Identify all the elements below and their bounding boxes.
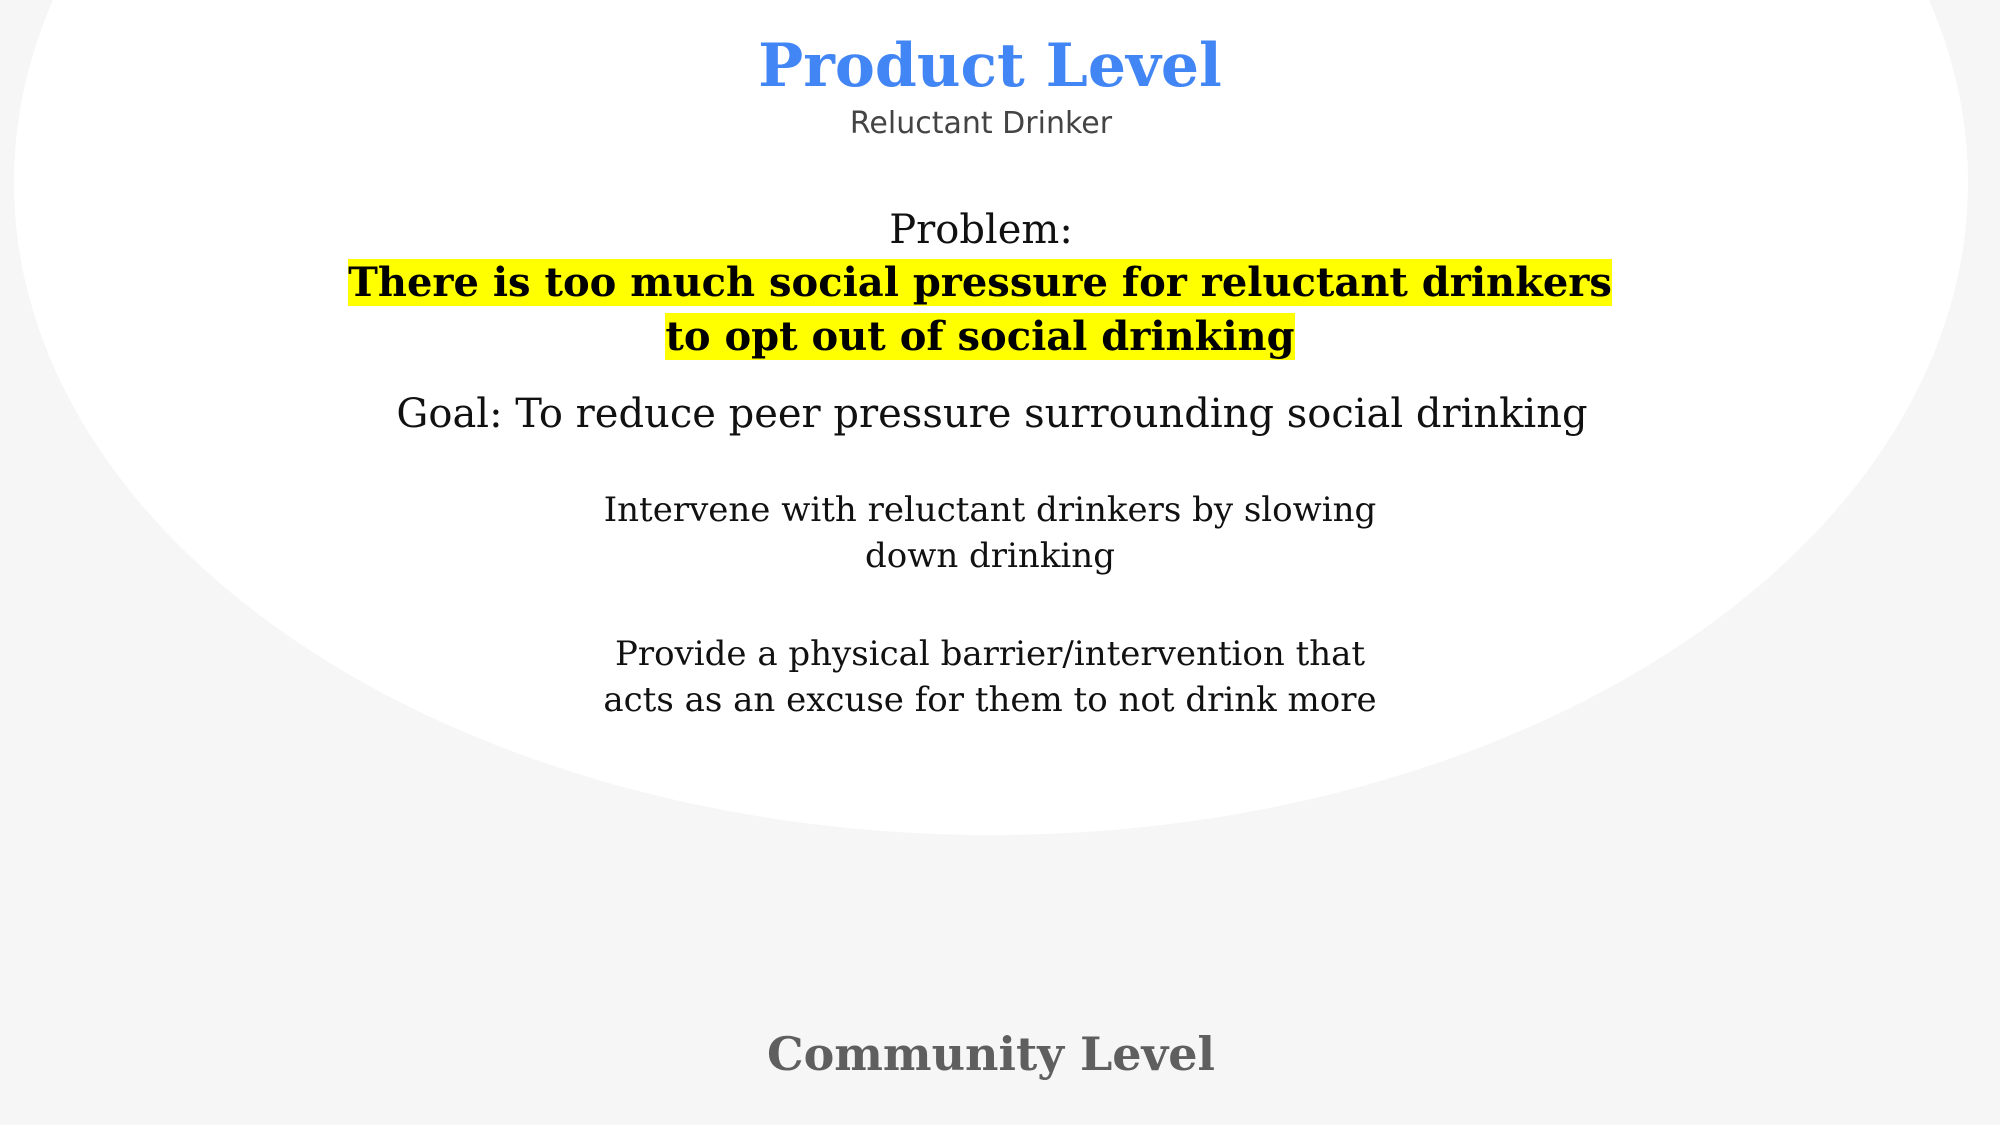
community-level-heading: Community Level	[766, 1027, 1216, 1081]
slide-subtitle: Reluctant Drinker	[849, 106, 1113, 141]
problem-label: Problem:	[889, 207, 1073, 253]
problem-highlight: There is too much social pressure for re…	[348, 259, 1612, 360]
goal-statement: Goal: To reduce peer pressure surroundin…	[396, 391, 1588, 437]
intervention-point-2: Provide a physical barrier/intervention …	[603, 634, 1377, 720]
slide-title: Product Level	[758, 31, 1222, 101]
problem-statement: There is too much social pressure for re…	[330, 256, 1630, 364]
intervention-point-1: Intervene with reluctant drinkers by slo…	[603, 490, 1377, 576]
